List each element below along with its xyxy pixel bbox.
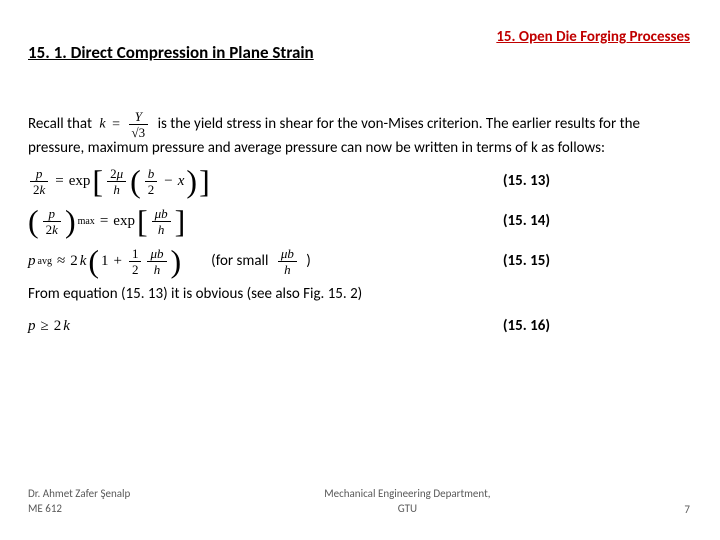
eq-row-3: pavg ≈ 2k ( 1 + 12 μbh ) (for small μbh …	[28, 245, 690, 279]
eq-15-14: ( p2k )max = exp [ μbh ]	[28, 207, 185, 236]
eq-row-2: ( p2k )max = exp [ μbh ] (15. 14)	[28, 205, 690, 239]
eq-k-def: k = Y√3	[99, 110, 150, 139]
chapter-title: 15. Open Die Forging Processes	[496, 28, 690, 46]
for-small-note: (for small μbh )	[211, 247, 311, 276]
footer-course: ME 612	[28, 502, 130, 516]
body-content: Recall that k = Y√3 is the yield stress …	[28, 110, 690, 350]
slide-page: 15. 1. Direct Compression in Plane Strai…	[0, 0, 720, 540]
footer: Dr. Ahmet Zafer Şenalp ME 612 Mechanical…	[28, 487, 690, 516]
eq-15-16: p ≥ 2k	[28, 317, 70, 337]
footer-left: Dr. Ahmet Zafer Şenalp ME 612	[28, 487, 130, 516]
eq-row-4: p ≥ 2k (15. 16)	[28, 310, 690, 344]
footer-author: Dr. Ahmet Zafer Şenalp	[28, 487, 130, 501]
subsection-title: 15. 1. Direct Compression in Plane Strai…	[28, 42, 314, 63]
footer-page: 7	[684, 503, 690, 516]
recall-pre: Recall that	[28, 115, 92, 133]
eqnum-4: (15. 16)	[503, 317, 550, 337]
footer-uni: GTU	[324, 502, 490, 516]
footer-dept: Mechanical Engineering Department,	[324, 487, 490, 501]
eq-15-15: pavg ≈ 2k ( 1 + 12 μbh )	[28, 247, 181, 276]
eqnum-3: (15. 15)	[503, 252, 550, 272]
recall-paragraph: Recall that k = Y√3 is the yield stress …	[28, 110, 690, 159]
obvious-text: From equation (15. 13) it is obvious (se…	[28, 285, 690, 305]
eqnum-1: (15. 13)	[503, 172, 550, 192]
eq-15-13: p2k = exp [ 2μh ( b2 − x ) ]	[28, 167, 210, 196]
eq-mubh: μbh	[276, 247, 299, 276]
for-small-pre: (for small	[211, 252, 268, 270]
for-small-post: )	[306, 252, 311, 270]
footer-center: Mechanical Engineering Department, GTU	[324, 487, 490, 516]
eq-row-1: p2k = exp [ 2μh ( b2 − x ) ] (15. 13)	[28, 165, 690, 199]
eqnum-2: (15. 14)	[503, 212, 550, 232]
